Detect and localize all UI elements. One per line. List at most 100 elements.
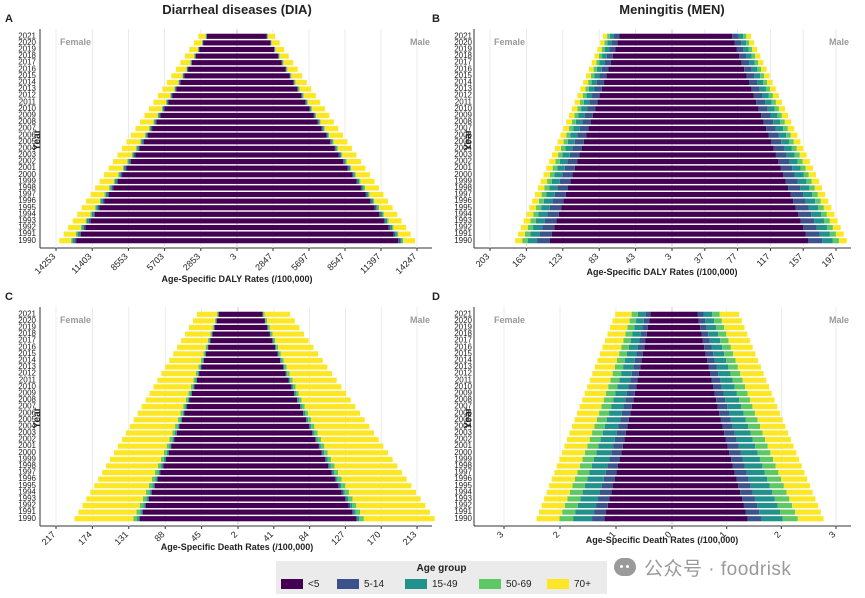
bar-female-2021-seg0 [218,311,238,317]
bar-male-2013-seg3 [728,364,738,370]
male-label: Male [410,37,430,47]
bar-male-1995-seg0 [237,205,375,211]
bar-male-2011-seg4 [307,99,321,105]
bar-male-1992-seg2 [816,224,827,231]
bar-female-1993-seg3 [85,218,87,224]
bar-male-2003-seg1 [312,430,314,436]
bar-female-2004-seg2 [565,145,573,151]
x-axis-label: Age-Specific Death Rates (/100,000) [586,535,739,545]
bar-female-1995-seg1 [153,483,155,489]
bar-female-1992-seg4 [82,502,140,509]
bar-male-2001-seg4 [767,443,794,449]
bar-male-2015-seg0 [672,351,706,357]
bar-male-1990-seg1 [808,238,823,244]
bar-male-1991-seg0 [238,509,353,515]
bar-male-2006-seg2 [327,132,329,138]
bar-female-2013-seg2 [174,86,176,92]
bar-female-2000-seg3 [549,172,555,178]
bar-female-1996-seg4 [551,476,575,482]
bar-male-1995-seg4 [783,483,810,489]
bar-male-1999-seg0 [672,178,786,184]
bar-female-1996-seg2 [543,198,553,204]
bar-male-2007-seg4 [787,126,795,132]
bar-male-1990-seg0 [672,238,809,244]
bar-male-2008-seg3 [780,119,785,125]
bar-male-2009-seg2 [314,112,316,118]
bar-male-2014-seg3 [763,79,768,86]
bar-female-2002-seg0 [577,159,672,165]
bar-female-1993-seg0 [556,218,672,224]
bar-female-1999-seg1 [559,178,571,184]
bar-male-1991-seg0 [672,231,806,237]
year-tick-label: 2008 [18,395,36,404]
legend-label: 70+ [574,578,591,590]
bar-female-2002-seg0 [130,159,237,165]
bar-female-2017-seg0 [645,338,672,344]
bar-male-1999-seg1 [785,178,798,184]
bar-female-2006-seg4 [137,410,181,416]
bar-male-1996-seg2 [748,476,768,482]
bar-male-2010-seg3 [734,384,746,390]
year-tick-label: 2001 [18,163,36,172]
year-tick-label: 2003 [18,428,36,437]
bar-male-1997-seg3 [764,469,779,476]
bar-female-2011-seg3 [610,377,620,383]
bar-female-2007-seg4 [579,404,602,410]
bar-female-2012-seg1 [592,93,600,99]
bar-female-1995-seg4 [529,205,537,211]
bar-male-2011-seg3 [307,99,308,105]
bar-male-2003-seg4 [342,152,357,158]
bar-female-2006-seg4 [577,410,600,416]
x-tick-label: 117 [755,251,772,268]
bar-female-1992-seg3 [139,502,144,509]
bar-female-2020-seg4 [192,318,215,324]
bar-female-2010-seg3 [608,384,618,390]
bar-female-2009-seg0 [160,112,237,118]
bar-female-2021-seg0 [650,311,672,317]
bar-female-2011-seg3 [579,99,584,105]
bar-male-2013-seg0 [672,86,752,92]
bar-female-2006-seg4 [130,132,145,138]
bar-female-1994-seg2 [91,211,94,217]
bar-male-1997-seg0 [238,469,332,476]
bar-female-1995-seg0 [99,205,238,211]
x-axis-label: Age-Specific DALY Rates (/100,000) [161,274,312,284]
bar-male-2012-seg4 [772,93,779,99]
bar-female-2009-seg3 [605,390,616,396]
year-tick-label: 2000 [18,170,36,179]
bar-female-2017-seg3 [208,338,210,344]
bar-male-1995-seg3 [769,483,784,489]
year-tick-label: 2001 [454,441,472,450]
bar-female-1990-seg4 [74,516,134,522]
bar-male-1994-seg2 [380,211,383,217]
bar-female-2002-seg2 [172,437,174,443]
bar-female-2019-seg0 [647,324,672,331]
bar-female-2006-seg2 [182,410,184,416]
bar-male-2009-seg4 [781,112,789,118]
bar-male-1999-seg0 [672,456,732,462]
year-tick-label: 2003 [454,150,472,159]
x-tick-label: 0 [663,529,674,540]
bar-male-2018-seg4 [726,331,748,337]
bar-female-2007-seg4 [563,126,570,132]
bar-female-2002-seg3 [589,437,601,443]
bar-female-1999-seg1 [116,178,118,184]
year-tick-label: 1998 [454,183,472,192]
year-tick-label: 2010 [18,104,36,113]
bar-male-2014-seg1 [293,79,295,86]
bar-male-1997-seg2 [746,469,765,476]
bar-male-1990-seg3 [401,238,404,244]
year-tick-label: 2020 [454,38,472,47]
bar-female-2005-seg1 [620,417,629,423]
bar-male-1995-seg3 [341,483,346,489]
bar-female-2005-seg2 [180,417,182,423]
x-tick-label: 174 [76,529,94,547]
bar-female-2000-seg4 [543,172,550,178]
bar-male-2006-seg3 [328,132,330,138]
bar-male-2011-seg1 [756,99,766,105]
bar-female-1991-seg2 [140,509,142,515]
x-tick-label: 213 [401,529,419,547]
bar-female-2014-seg4 [597,357,617,364]
bar-male-1992-seg4 [792,502,819,509]
bar-female-1998-seg4 [556,463,580,469]
